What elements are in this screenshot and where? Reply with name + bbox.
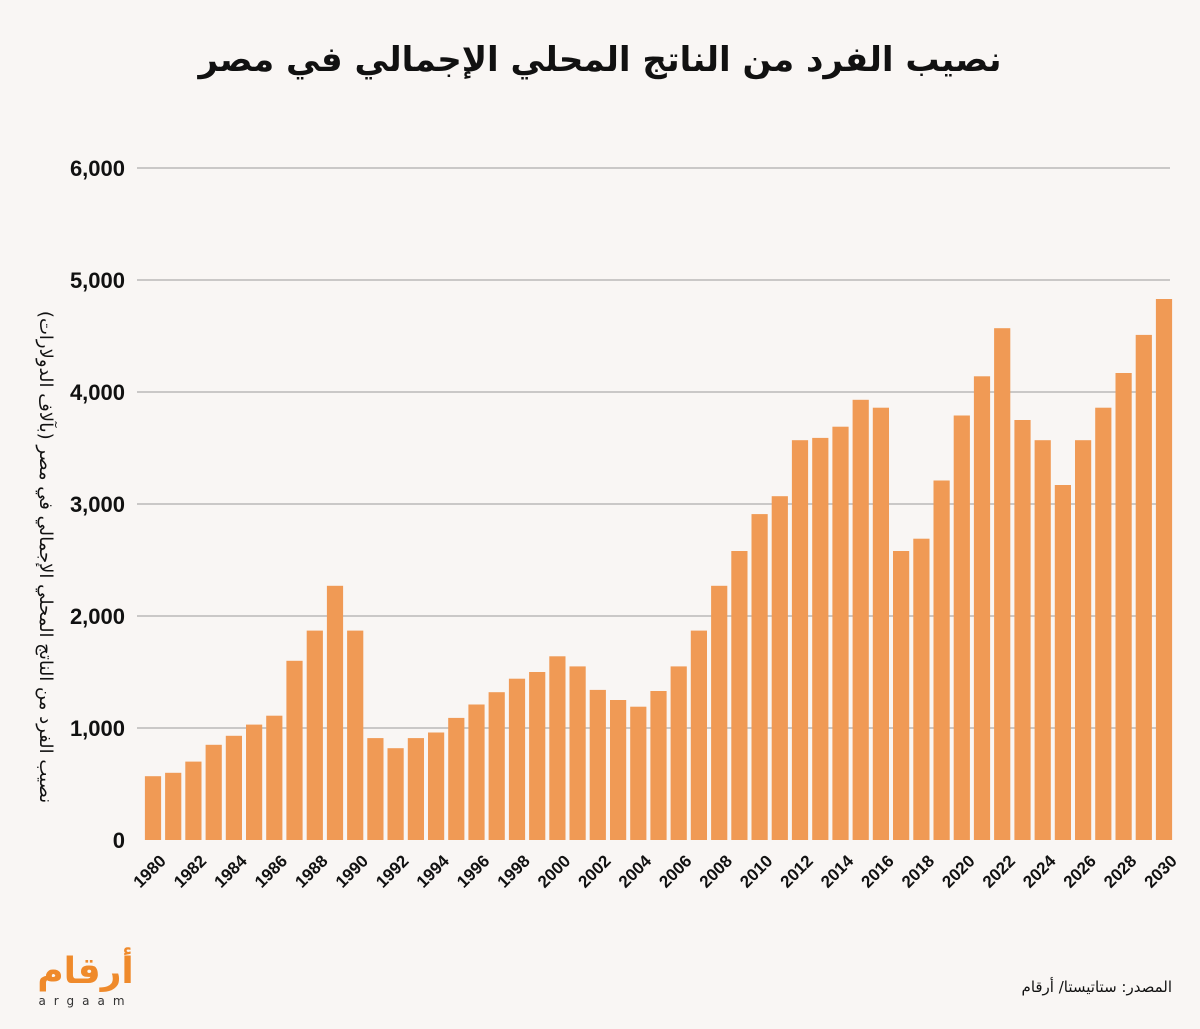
y-tick-label: 0 (113, 828, 125, 853)
logo-latin-text: argaam (38, 994, 133, 1008)
y-tick-label: 6,000 (70, 156, 125, 181)
bar-1990 (347, 630, 364, 840)
bar-1984 (225, 735, 242, 840)
bar-2021 (973, 376, 991, 840)
y-tick-label: 3,000 (70, 492, 125, 517)
bar-1999 (529, 672, 546, 840)
bar-2008 (711, 585, 728, 840)
bar-2009 (731, 551, 748, 840)
source-note: المصدر: ستاتيستا/ أرقام (1021, 978, 1172, 996)
bar-1981 (165, 772, 182, 840)
x-tick-label: 2030 (1141, 851, 1181, 891)
x-tick-label: 2016 (858, 851, 898, 891)
bar-2010 (751, 514, 768, 840)
bar-2030 (1155, 299, 1173, 840)
bar-2004 (630, 706, 647, 840)
bar-2000 (549, 656, 566, 840)
bar-1983 (205, 744, 222, 840)
bar-1992 (387, 748, 404, 840)
y-axis-ticks: 0 1,000 2,000 3,000 4,000 5,000 6,000 (70, 156, 125, 853)
x-tick-label: 2000 (534, 851, 574, 891)
bar-2012 (791, 440, 809, 840)
y-tick-label: 4,000 (70, 380, 125, 405)
bar-2023 (1014, 420, 1031, 840)
x-tick-label: 2028 (1100, 851, 1140, 891)
bar-2005 (650, 691, 667, 840)
x-tick-label: 2020 (938, 851, 978, 891)
x-tick-label: 2004 (615, 851, 656, 892)
bar-2001 (569, 666, 586, 840)
x-tick-label: 1996 (453, 851, 493, 891)
bar-1991 (367, 738, 384, 840)
logo-arabic-text: أرقام (37, 951, 134, 992)
argaam-logo: أرقام argaam (28, 950, 148, 1010)
x-tick-label: 2018 (898, 851, 938, 891)
x-axis-ticks: 1980 1982 1984 1986 1988 1990 1992 1994 1996 1998… (130, 851, 1181, 892)
bar-2028 (1115, 373, 1132, 840)
x-tick-label: 2024 (1019, 851, 1060, 892)
x-tick-label: 1992 (372, 851, 412, 891)
bar-1986 (266, 715, 283, 840)
x-tick-label: 1982 (170, 851, 210, 891)
bar-2024 (1034, 440, 1051, 840)
bar-2026 (1075, 440, 1092, 840)
bar-2020 (953, 415, 970, 840)
bar-2006 (670, 666, 687, 840)
bar-2029 (1135, 334, 1152, 840)
bar-2011 (771, 496, 788, 840)
bar-2019 (933, 480, 950, 840)
bar-1995 (448, 717, 465, 840)
bar-2015 (852, 399, 869, 840)
x-tick-label: 2008 (696, 851, 736, 891)
bar-2025 (1054, 485, 1071, 840)
x-tick-label: 2014 (817, 851, 858, 892)
bar-1996 (468, 704, 485, 840)
y-axis-label: نصيب الفرد من الناتج المحلي الإجمالي في … (35, 311, 58, 803)
x-tick-label: 1998 (494, 851, 534, 891)
x-tick-label: 1986 (251, 851, 291, 891)
y-tick-label: 1,000 (70, 716, 125, 741)
bar-1998 (508, 678, 526, 840)
bar-2014 (832, 426, 849, 840)
chart-title: نصيب الفرد من الناتج المحلي الإجمالي في … (198, 40, 1002, 80)
bar-2017 (893, 551, 910, 840)
x-tick-label: 2026 (1060, 851, 1100, 891)
x-tick-label: 2012 (777, 851, 817, 891)
bar-2018 (913, 538, 930, 840)
x-tick-label: 2006 (655, 851, 695, 891)
bar-1988 (306, 630, 323, 840)
bar-1982 (185, 761, 202, 840)
bar-2013 (812, 437, 829, 840)
bar-2002 (589, 689, 606, 840)
x-tick-label: 2010 (736, 851, 776, 891)
bar-2007 (690, 630, 707, 840)
bar-2016 (872, 407, 889, 840)
x-tick-label: 2002 (574, 851, 614, 891)
bar-1989 (326, 585, 344, 840)
y-tick-label: 5,000 (70, 268, 125, 293)
x-tick-label: 1990 (332, 851, 372, 891)
bar-1987 (286, 660, 303, 840)
bars (144, 299, 1173, 840)
bar-2022 (994, 328, 1011, 840)
x-tick-label: 1980 (130, 851, 170, 891)
bar-2003 (610, 700, 627, 840)
y-tick-label: 2,000 (70, 604, 125, 629)
bar-1993 (407, 738, 424, 840)
bar-1985 (246, 724, 263, 840)
x-tick-label: 1994 (413, 851, 454, 892)
x-tick-label: 1984 (211, 851, 252, 892)
x-tick-label: 2022 (979, 851, 1019, 891)
bar-1997 (488, 692, 505, 840)
bar-2027 (1095, 407, 1112, 840)
x-tick-label: 1988 (291, 851, 331, 891)
bar-1980 (144, 776, 162, 840)
bar-1994 (428, 732, 445, 840)
